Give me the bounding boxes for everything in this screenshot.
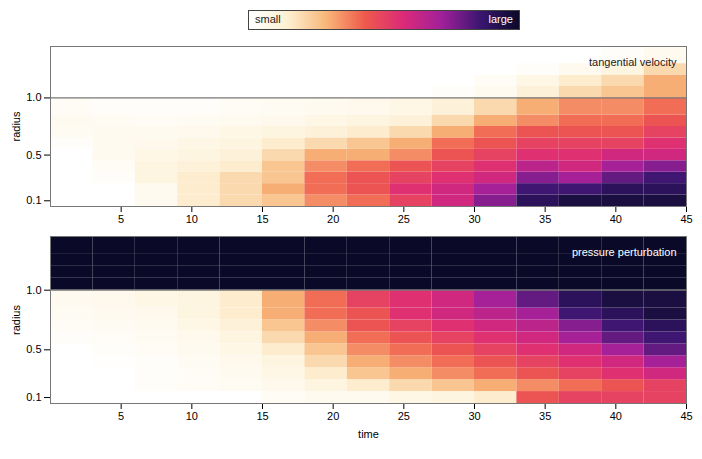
- svg-text:25: 25: [398, 213, 410, 225]
- svg-text:tangential velocity: tangential velocity: [589, 56, 677, 68]
- svg-text:5: 5: [118, 410, 124, 422]
- svg-text:0.5: 0.5: [26, 149, 41, 161]
- svg-text:20: 20: [327, 410, 339, 422]
- svg-text:0.5: 0.5: [26, 343, 41, 355]
- svg-text:30: 30: [468, 213, 480, 225]
- svg-text:20: 20: [327, 213, 339, 225]
- svg-text:35: 35: [539, 213, 551, 225]
- svg-text:10: 10: [186, 410, 198, 422]
- svg-text:40: 40: [610, 410, 622, 422]
- svg-text:45: 45: [680, 410, 692, 422]
- svg-text:radius: radius: [10, 111, 22, 141]
- svg-text:30: 30: [468, 410, 480, 422]
- svg-text:45: 45: [680, 213, 692, 225]
- svg-text:5: 5: [118, 213, 124, 225]
- svg-text:0.1: 0.1: [26, 391, 41, 403]
- svg-text:1.0: 1.0: [26, 91, 41, 103]
- svg-text:40: 40: [610, 213, 622, 225]
- svg-text:pressure perturbation: pressure perturbation: [572, 246, 677, 258]
- svg-text:15: 15: [256, 213, 268, 225]
- html-text:large: large: [488, 13, 513, 25]
- svg-text:time: time: [358, 428, 379, 440]
- svg-text:0.1: 0.1: [26, 194, 41, 206]
- svg-text:radius: radius: [10, 305, 22, 335]
- svg-text:1.0: 1.0: [26, 284, 41, 296]
- svg-text:15: 15: [256, 410, 268, 422]
- svg-text:25: 25: [398, 410, 410, 422]
- svg-text:10: 10: [186, 213, 198, 225]
- html-text:small: small: [255, 13, 281, 25]
- svg-text:35: 35: [539, 410, 551, 422]
